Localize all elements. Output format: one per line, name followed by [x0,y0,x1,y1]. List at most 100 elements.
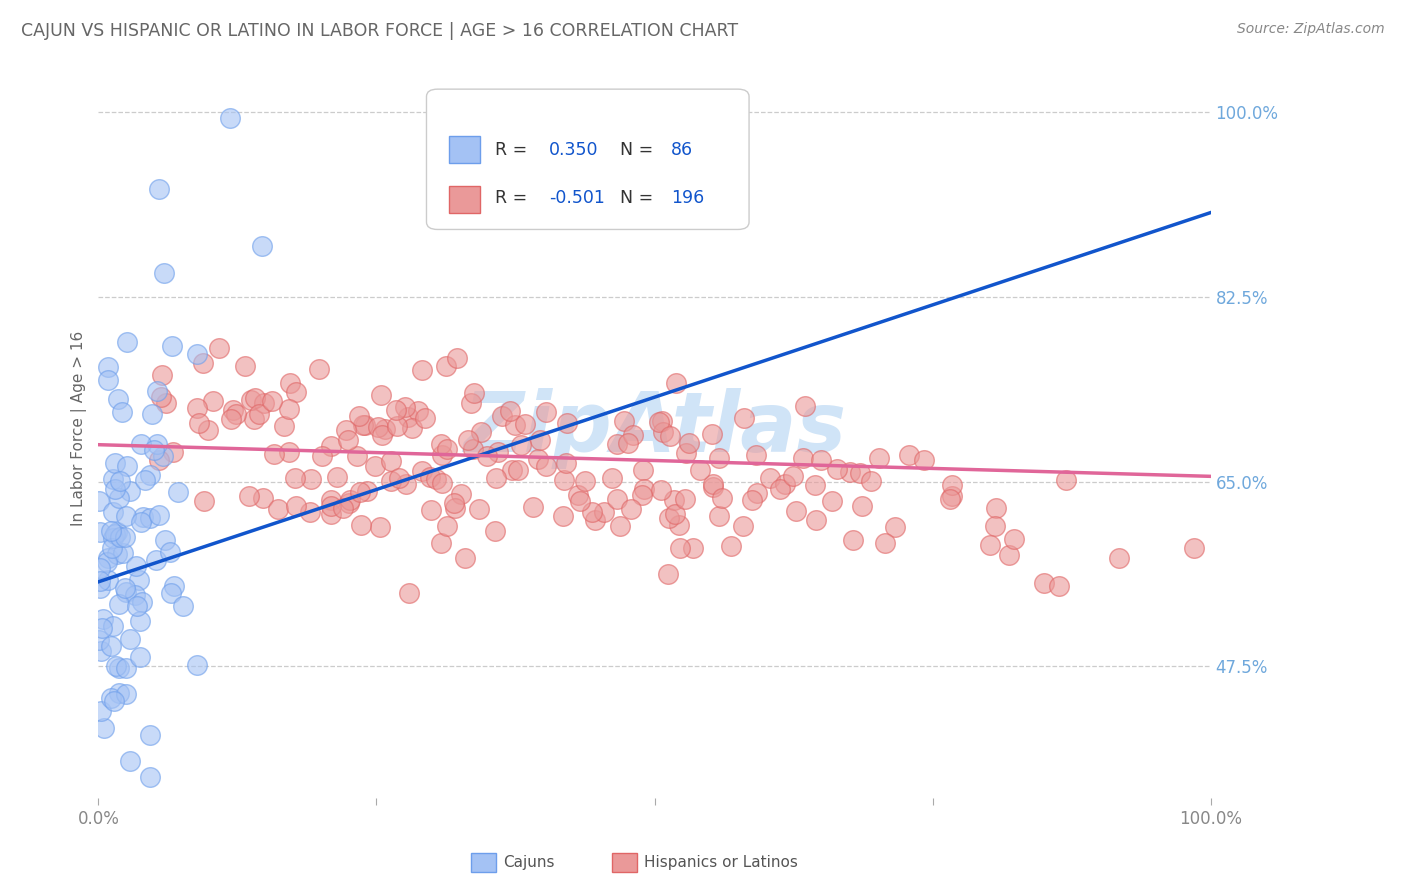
Point [498,404,520,418]
Point [420,503,443,517]
Point [284,470,307,484]
Point [89,581,111,595]
Point [620,502,643,516]
Point [380,475,402,489]
Point [105,547,128,561]
Text: Hispanics or Latinos: Hispanics or Latinos [644,855,797,870]
Point [432,448,454,462]
Point [567,488,589,502]
Point [349,484,371,499]
Point [319,493,342,508]
Text: 86: 86 [671,141,693,159]
Point [364,458,387,473]
Point [239,393,262,408]
Point [97,573,120,587]
Point [745,448,768,462]
Point [267,502,290,516]
Point [669,541,692,555]
Point [253,395,276,409]
Point [100,524,122,539]
Point [689,463,711,477]
Point [145,553,167,567]
Point [678,436,700,450]
Point [115,335,138,350]
Point [299,472,322,486]
Point [143,442,166,457]
Point [346,449,368,463]
Point [163,579,186,593]
Point [108,686,131,700]
Point [1032,575,1054,590]
Point [299,505,322,519]
Point [395,476,418,491]
Point [769,482,792,496]
Point [104,658,127,673]
Point [443,500,465,515]
Point [107,392,129,406]
Point [984,519,1007,533]
Point [233,359,256,373]
Point [129,516,152,530]
Point [408,404,430,418]
Point [682,541,704,556]
Point [115,459,138,474]
Point [664,376,686,390]
Point [284,384,307,399]
Point [425,472,447,486]
Point [124,559,146,574]
Point [434,359,457,373]
Point [107,525,129,540]
Point [172,599,194,613]
Point [311,450,333,464]
Point [429,535,451,549]
Point [352,417,374,432]
Point [350,517,373,532]
Point [93,721,115,735]
Point [411,363,433,377]
Point [162,339,184,353]
Point [97,373,120,387]
Point [225,407,247,421]
Point [368,519,391,533]
Point [100,691,122,706]
Point [941,477,963,491]
Point [91,621,114,635]
Point [941,489,963,503]
Point [401,421,423,435]
Point [148,182,170,196]
Point [606,491,628,506]
Point [367,419,389,434]
Point [741,493,763,508]
Point [396,409,419,424]
Point [89,494,111,508]
Point [851,500,873,514]
Point [146,436,169,450]
Point [810,453,832,467]
Point [89,574,111,588]
Point [838,465,860,479]
Point [349,409,371,423]
Point [568,494,591,508]
Point [600,471,623,485]
Text: N =: N = [620,141,659,159]
Point [101,506,124,520]
Point [285,499,308,513]
Point [186,347,208,361]
Point [139,511,162,525]
Point [260,393,283,408]
Point [554,456,576,470]
Point [616,436,638,450]
Point [89,632,111,647]
Point [250,239,273,253]
Point [773,477,796,491]
Point [97,359,120,374]
Point [758,471,780,485]
Point [374,422,396,436]
Point [321,500,343,514]
Point [388,471,411,485]
Point [110,531,132,545]
Point [278,376,301,390]
Point [613,414,636,428]
Point [356,483,378,498]
Point [860,474,883,488]
